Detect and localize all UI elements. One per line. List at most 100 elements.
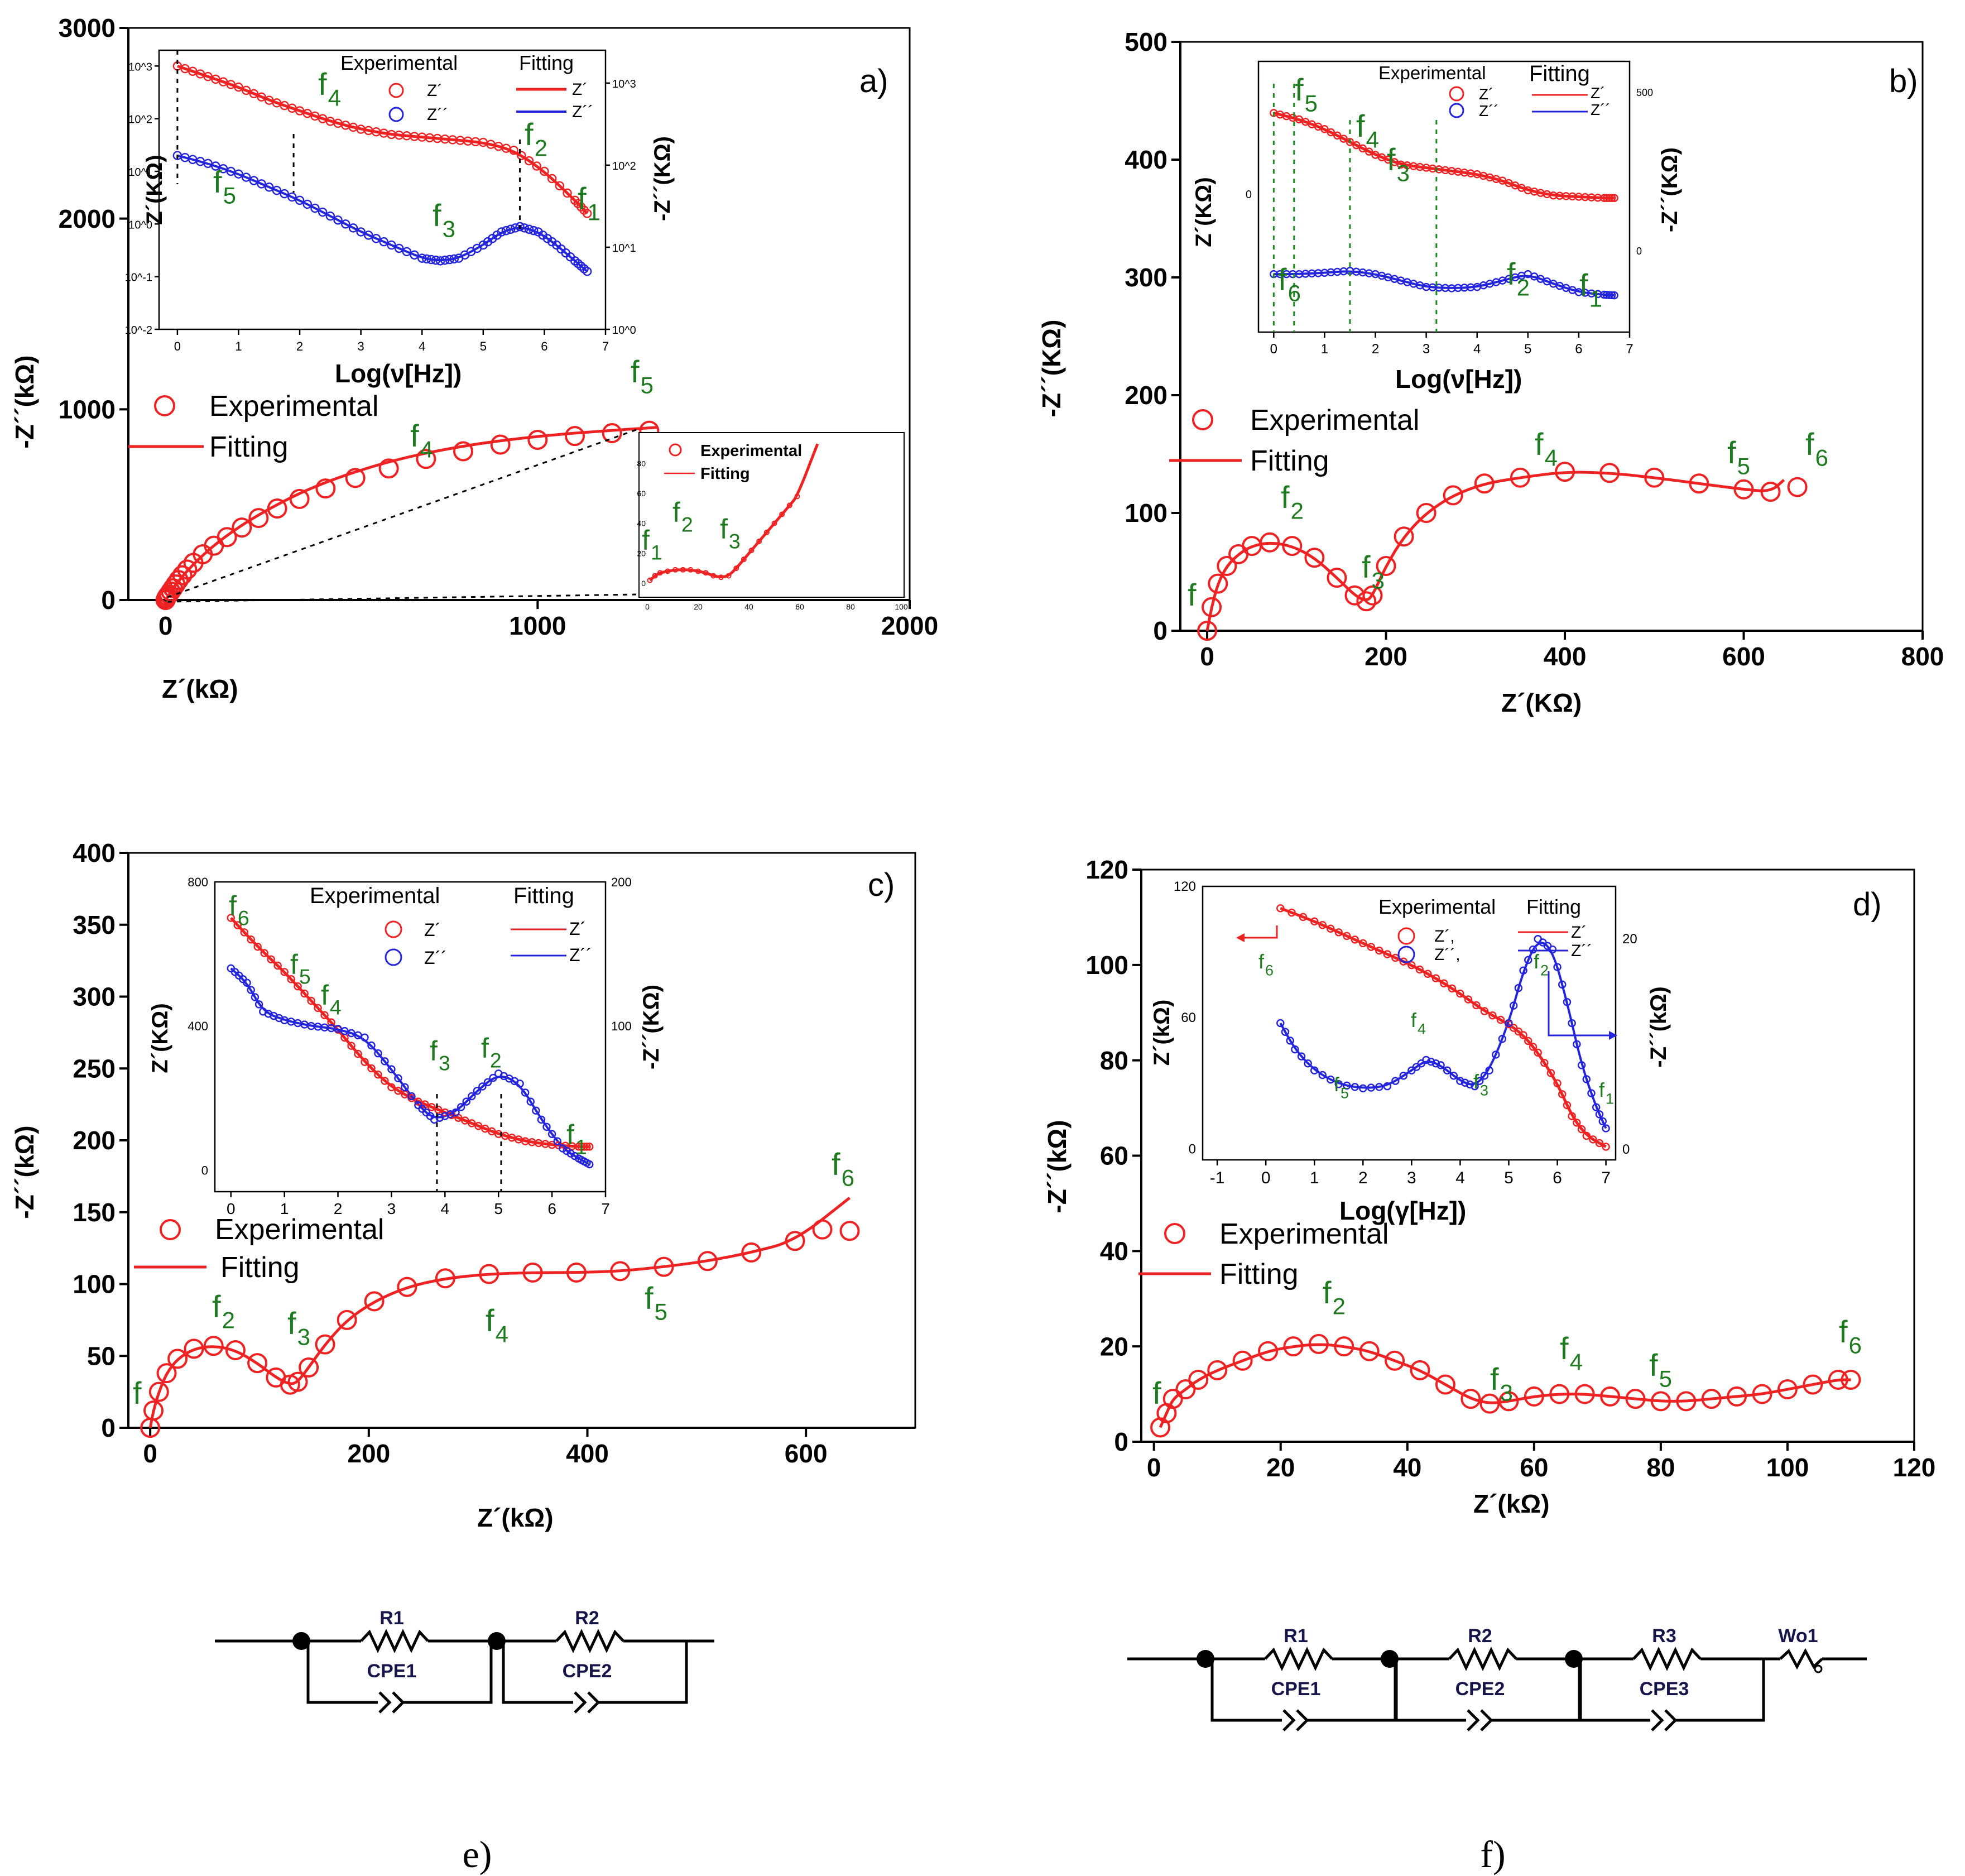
frequency-subscript: 5 — [655, 1299, 667, 1325]
panel-c-inset-legend-fit-zimag: Z´´ — [569, 945, 592, 965]
panel-d-y-tick-label: 60 — [1100, 1141, 1128, 1170]
circuit-wire — [502, 1641, 573, 1704]
panel-c-exp-marker — [566, 1262, 587, 1283]
panel-d-exp-marker — [1258, 1341, 1279, 1361]
panel-b-exp-marker — [1510, 467, 1530, 488]
panel-d-y-label: -Z´´(kΩ) — [1042, 1120, 1072, 1213]
panel-d-legend-fit: Fitting — [1219, 1258, 1299, 1290]
panel-a-inset-zreal-marker — [582, 209, 592, 218]
panel-c-freq-f1: f — [133, 1375, 142, 1410]
panel-d-inset-zreal-marker — [1582, 1131, 1591, 1140]
panel-d-inset-zimag-marker — [1553, 963, 1562, 971]
panel-a-zoom-x-tick-label: 0 — [645, 602, 650, 611]
panel-a-exp-marker — [416, 449, 436, 469]
frequency-subscript: 2 — [1333, 1293, 1346, 1320]
panel-d-exp-marker — [1676, 1391, 1697, 1412]
frequency-subscript: 1 — [575, 1135, 587, 1159]
panel-b-inset-legend-exp: Experimental — [1378, 63, 1486, 83]
panel-d-inset-zimag-marker — [1480, 1071, 1489, 1080]
panel-c-exp-marker — [364, 1291, 385, 1312]
panel-c-y-tick-label: 300 — [73, 982, 116, 1011]
panel-c-inset-x-tick-label: 0 — [227, 1200, 236, 1217]
panel-d-inset-zimag-marker — [1602, 1124, 1610, 1133]
panel-a-inset-zreal-marker — [524, 156, 534, 166]
panel-d-exp-marker — [1701, 1389, 1722, 1409]
panel-b-x-tick-label: 0 — [1200, 642, 1214, 671]
panel-b-exp-marker — [1416, 503, 1436, 523]
panel-d-inset-zimag-marker — [1577, 1061, 1586, 1069]
panel-c-inset-zreal-marker — [361, 1058, 369, 1066]
panel-a-inset-zimag-markers — [172, 151, 592, 276]
panel-d-inset-zreal-marker — [1568, 1112, 1576, 1120]
panel-c-legend-exp-marker — [160, 1219, 181, 1240]
panel-b-exp-marker — [1362, 585, 1383, 606]
panel-b-inset-zimag-marker — [1600, 290, 1608, 299]
panel-a-zoom-marker — [771, 520, 777, 526]
panel-b-inset-x-tick-label: 2 — [1372, 342, 1379, 357]
panel-c-inset-zimag-marker — [547, 1130, 556, 1138]
frequency-label: f4 — [1560, 1331, 1583, 1375]
panel-c-x-tick-label: 200 — [347, 1439, 390, 1468]
panel-b-inset-zimag-fit — [1274, 270, 1615, 297]
panel-b-legend-exp: Experimental — [1250, 404, 1419, 436]
panel-d-inset-zimag-marker — [1519, 966, 1527, 975]
panel-d-exp-marker — [1574, 1384, 1595, 1404]
panel-a-exp-marker — [172, 565, 193, 586]
panel-c-inset-zreal-marker — [320, 1011, 329, 1020]
frequency-subscript: 4 — [496, 1321, 508, 1347]
frequency-label: f4 — [486, 1303, 508, 1347]
panel-b-exp-marker — [1356, 591, 1377, 612]
panel-d-inset-y-tick-label: 60 — [1181, 1010, 1196, 1025]
panel-d-inset-zreal-marker — [1351, 935, 1359, 944]
panel-a-legend-fit: Fitting — [209, 431, 289, 463]
panel-c-inset-y-tick-label: 800 — [188, 875, 208, 889]
panel-c-exp-marker — [148, 1381, 169, 1402]
panel-a-inset-legend-fit: Fitting — [519, 51, 574, 74]
panel-d-inset-zimag-marker — [1399, 1071, 1408, 1080]
panel-a-inset-zimag-marker — [295, 195, 305, 205]
panel-a-zoom-y-tick-label: 40 — [637, 519, 646, 528]
panel-c-y-tick-label: 150 — [73, 1198, 116, 1227]
panel-c-inset-zreal-marker — [427, 1103, 436, 1111]
panel-c-inset-zimag-marker — [468, 1092, 476, 1101]
circuit-wire — [1579, 1659, 1650, 1722]
panel-a-exp-marker — [453, 441, 473, 462]
panel-b-y-tick-label: 300 — [1125, 263, 1168, 292]
panel-d-exp-marker — [1479, 1393, 1500, 1414]
panel-d-inset-x-tick-label: -1 — [1210, 1169, 1225, 1187]
panel-d-inset-zreal-marker — [1431, 974, 1440, 982]
panel-d-inset-zreal-marker — [1519, 1031, 1527, 1039]
panel-a-exp-marker — [315, 478, 336, 499]
panel-a-inset-zimag-marker — [426, 255, 436, 265]
panel-c-inset-zreal-marker — [381, 1077, 389, 1085]
panel-b-inset-zreal-marker — [1346, 138, 1354, 146]
frequency-subscript: 2 — [681, 513, 693, 536]
panel-c-inset-zimag-marker — [532, 1106, 540, 1115]
panel-c-inset-zimag-marker — [521, 1088, 530, 1097]
panel-b-y-tick-label: 200 — [1125, 381, 1168, 410]
frequency-subscript: 3 — [443, 216, 455, 242]
panel-c-inset-zimag-marker — [451, 1108, 460, 1117]
panel-d-inset-zimag-marker — [1514, 983, 1523, 992]
frequency-subscript: 2 — [1540, 962, 1549, 979]
panel-d-inset-zimag-marker — [1529, 945, 1538, 954]
panel-a-zoom-line — [167, 429, 637, 598]
panel-d-inset-zreal-marker — [1318, 921, 1327, 929]
panel-c-y-tick-label: 100 — [73, 1270, 116, 1299]
panel-b-inset-zreal-marker — [1610, 194, 1618, 203]
panel-c-inset-zreal-marker — [247, 935, 255, 944]
panel-d-inset-zreal-marker — [1577, 1125, 1586, 1134]
panel-a-zoom-marker — [794, 493, 800, 500]
panel-d-inset-zreal-marker — [1464, 995, 1473, 1004]
panel-b-inset-zreal-marker — [1327, 128, 1335, 137]
cpe-symbol — [1651, 1709, 1664, 1731]
frequency-subscript: 5 — [641, 372, 654, 399]
cpe-symbol — [1282, 1709, 1296, 1731]
panel-a-zoom-marker — [657, 570, 663, 576]
panel-c-inset-zimag-marker — [473, 1087, 482, 1095]
panel-d-inset-zimag-marker — [1422, 1055, 1430, 1064]
panel-c-inset-zreal-marker — [267, 955, 275, 963]
panel-d-legend-exp-marker — [1164, 1223, 1185, 1244]
panel-a-inset-zreal-marker — [257, 92, 266, 102]
panel-c-inset-legend-exp: Experimental — [310, 884, 440, 908]
